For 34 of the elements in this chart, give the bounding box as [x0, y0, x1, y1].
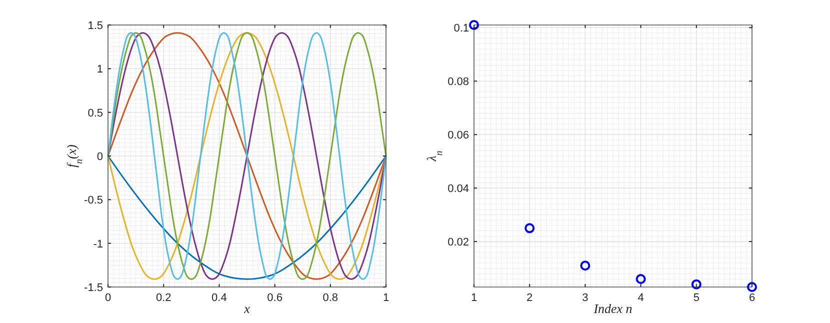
x-tick-label: 0.2	[156, 292, 172, 304]
x-tick-label: 0.6	[267, 292, 282, 304]
y-tick-label: 0.02	[448, 236, 469, 249]
y-tick-label: 1.5	[88, 20, 103, 32]
y-tick-label: 1	[96, 64, 103, 76]
x-axis-title: Index n	[592, 301, 632, 316]
y-tick-label: -1	[93, 238, 103, 250]
y-tick-label: -0.5	[84, 194, 103, 207]
point	[691, 279, 702, 290]
x-tick-label: 3	[582, 292, 588, 304]
x-tick-label: 4	[638, 292, 644, 304]
point	[580, 260, 590, 271]
point	[524, 223, 535, 234]
x-tick-label: 1	[382, 292, 390, 304]
x-tick-label: 0	[104, 292, 112, 304]
y-tick-label: 0.5	[88, 107, 103, 120]
y-tick-label: -1.5	[84, 282, 103, 294]
y-tick-label: 0.08	[448, 76, 469, 88]
y-tick-label: 0	[96, 151, 103, 163]
x-tick-label: 0.4	[212, 292, 227, 304]
x-tick-label: 0.8	[322, 292, 338, 304]
y-tick-label: 0.06	[448, 130, 469, 142]
line-series	[107, 155, 387, 280]
y-tick-label: 0.1	[454, 22, 469, 35]
point	[636, 274, 646, 284]
line-series	[107, 32, 387, 280]
x-axis-title: x	[243, 301, 250, 316]
y-tick-label: 0.04	[448, 183, 469, 196]
x-tick-label: 2	[526, 292, 533, 304]
x-tick-label: 6	[748, 292, 756, 304]
x-tick-label: 1	[470, 292, 478, 304]
point	[469, 20, 479, 30]
point	[747, 282, 757, 292]
x-tick-label: 5	[693, 292, 700, 304]
